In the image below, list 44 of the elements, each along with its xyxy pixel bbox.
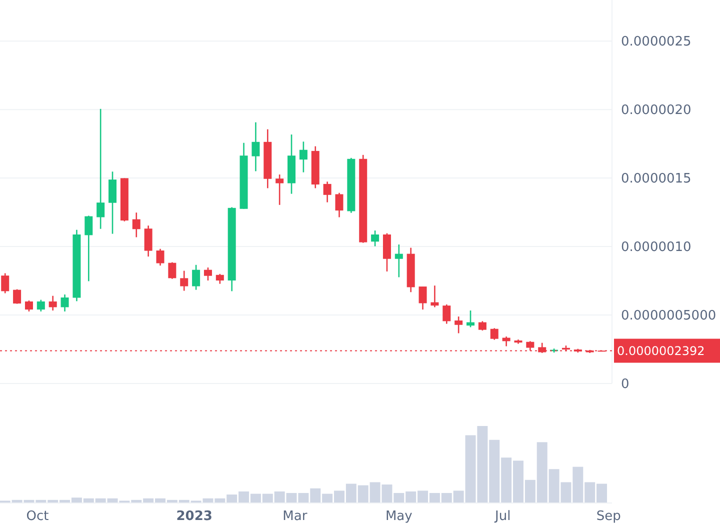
x-tick-label: Oct [26,509,49,524]
candlestick [371,230,380,247]
candlestick [84,215,93,282]
candlestick [442,304,451,324]
candlestick [323,180,332,203]
candlestick [478,320,486,332]
candlestick [192,264,200,290]
ref-line-label: 0.0000002392 [617,344,705,358]
y-tick-label: 0.0000005000 [621,308,716,324]
y-tick-label: 0.0000020 [621,103,692,118]
candlestick [454,316,463,334]
y-tick-label: 0.0000015 [621,172,692,187]
x-tick-label: Jul [494,509,511,524]
x-tick-label: Mar [282,509,308,524]
x-tick-label: 2023 [176,509,212,524]
candlestick [466,310,475,328]
x-tick-label: May [385,509,413,524]
candlestick [96,108,105,230]
candlestick [108,170,117,234]
y-tick-label: 0 [621,377,630,392]
candlestick [276,174,284,206]
candlestick [180,270,188,292]
y-tick-label: 0.0000025 [621,34,692,50]
candlestick [144,224,152,258]
x-tick-label: Sep [596,509,621,524]
candlestick [24,300,33,312]
candlestick [204,266,212,282]
candlestick [394,244,403,278]
y-tick-label: 0.0000010 [621,240,692,256]
candlestick [132,212,140,238]
candlestick [60,294,69,312]
candlestick [168,262,176,280]
candlestick [252,122,260,172]
candlestick [299,140,308,173]
candlestick [335,192,344,218]
candlestick [156,248,164,266]
candlestick [36,299,45,312]
candlestick [418,286,427,310]
candlestick [490,328,498,340]
candlestick [1,272,10,294]
candlestick [216,273,224,284]
candlestick [13,288,22,304]
candlestick [48,295,57,312]
candlestick [430,284,439,308]
